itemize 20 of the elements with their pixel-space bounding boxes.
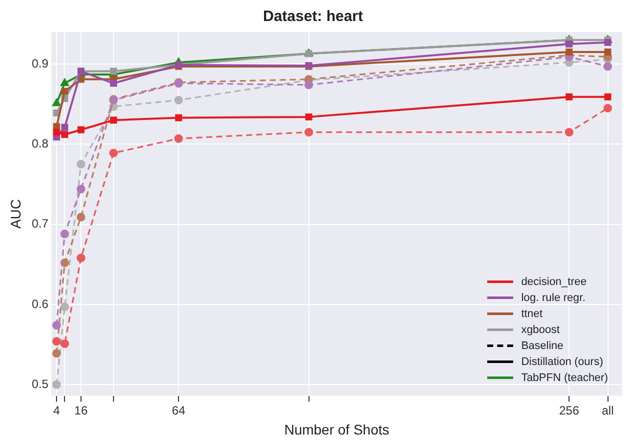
y-tick-label: 0.7 (32, 216, 49, 231)
y-tick-label: 0.6 (32, 296, 49, 311)
legend-label: ttnet (521, 308, 543, 320)
y-tick-label: 0.8 (32, 136, 49, 150)
x-tick-label: 64 (172, 403, 186, 418)
y-axis-title: AUC (7, 199, 24, 229)
legend-label: TabPFN (teacher) (521, 372, 608, 384)
y-tick-label: 0.5 (32, 376, 49, 391)
legend-label: Baseline (521, 340, 564, 352)
legend-label: decision_tree (521, 276, 587, 288)
x-axis-title: Number of Shots (284, 421, 390, 438)
legend-label: xgboost (521, 324, 560, 336)
y-tick-label: 0.9 (32, 56, 49, 70)
x-tick-label: all (602, 403, 614, 418)
x-tick-label: 16 (74, 403, 88, 418)
x-tick-label: 4 (53, 403, 60, 418)
chart-title: Dataset: heart (262, 8, 364, 26)
legend-label: log. rule regr. (521, 292, 586, 304)
legend-label: Distillation (ours) (521, 356, 604, 368)
x-tick-label: 256 (559, 403, 580, 418)
